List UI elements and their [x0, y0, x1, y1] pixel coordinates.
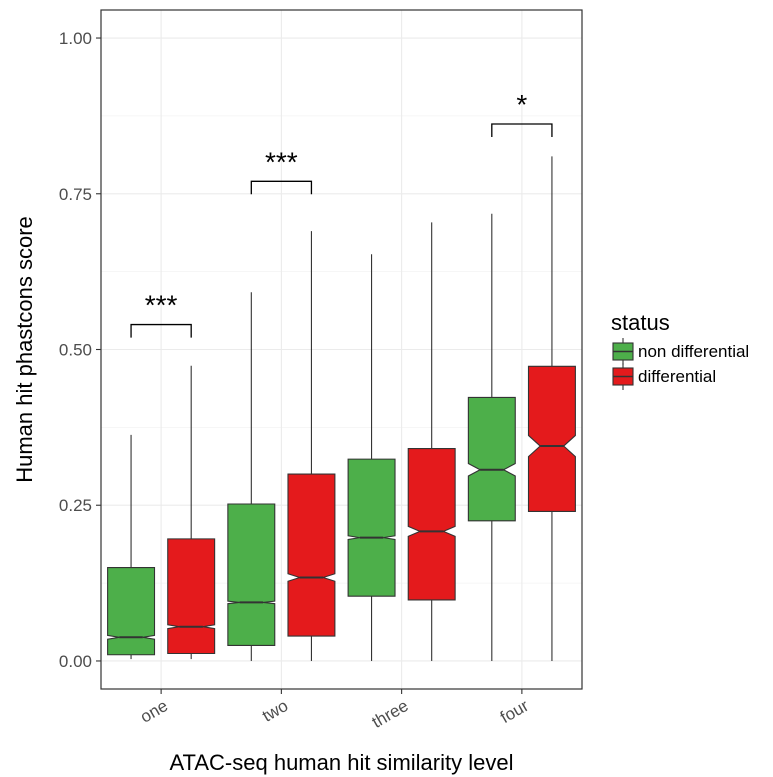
box-differential-one — [167, 365, 216, 660]
y-tick-label: 0.75 — [59, 185, 92, 204]
box-body — [227, 503, 276, 646]
significance-bracket: *** — [130, 290, 192, 338]
significance-label: * — [516, 89, 527, 120]
bracket-line — [491, 123, 553, 137]
legend-entry-non-differential: non differential — [612, 338, 749, 365]
x-tick-label: one — [137, 696, 171, 727]
box-body — [107, 566, 156, 656]
box-non-differential-three — [347, 254, 396, 661]
box-body — [467, 396, 516, 522]
box-body — [167, 538, 216, 655]
box-non-differential-one — [107, 434, 156, 660]
y-tick-label: 1.00 — [59, 29, 92, 48]
x-tick-label: three — [369, 696, 412, 732]
box-differential-two — [287, 231, 336, 661]
legend: status non differential differential — [611, 310, 749, 390]
legend-label: differential — [638, 367, 716, 386]
significance-label: *** — [265, 146, 298, 177]
significance-bracket: * — [491, 89, 553, 137]
y-axis: 0.00 0.25 0.50 0.75 1.00 — [59, 29, 101, 671]
y-axis-title: Human hit phastcons score — [12, 216, 37, 483]
significance-annotations: ******* — [130, 89, 553, 338]
x-axis: one two three four — [137, 689, 532, 732]
box-body — [287, 473, 336, 637]
legend-label: non differential — [638, 342, 749, 361]
x-axis-title: ATAC-seq human hit similarity level — [170, 750, 514, 775]
x-tick-label: four — [497, 696, 532, 727]
legend-title: status — [611, 310, 670, 335]
y-tick-label: 0.25 — [59, 496, 92, 515]
x-tick-label: two — [259, 696, 291, 726]
bracket-line — [130, 323, 192, 338]
y-tick-label: 0.00 — [59, 652, 92, 671]
box-body — [347, 458, 396, 597]
grid-lines — [101, 10, 582, 689]
y-tick-label: 0.50 — [59, 341, 92, 360]
boxplots — [107, 156, 576, 661]
box-differential-three — [407, 222, 456, 661]
box-non-differential-two — [227, 292, 276, 661]
box-differential-four — [527, 156, 576, 661]
significance-label: *** — [145, 290, 178, 321]
legend-entry-differential: differential — [612, 363, 716, 390]
box-non-differential-four — [467, 213, 516, 661]
significance-bracket: *** — [250, 146, 313, 195]
bracket-line — [250, 180, 313, 195]
box-body — [527, 365, 576, 513]
box-body — [407, 447, 456, 601]
